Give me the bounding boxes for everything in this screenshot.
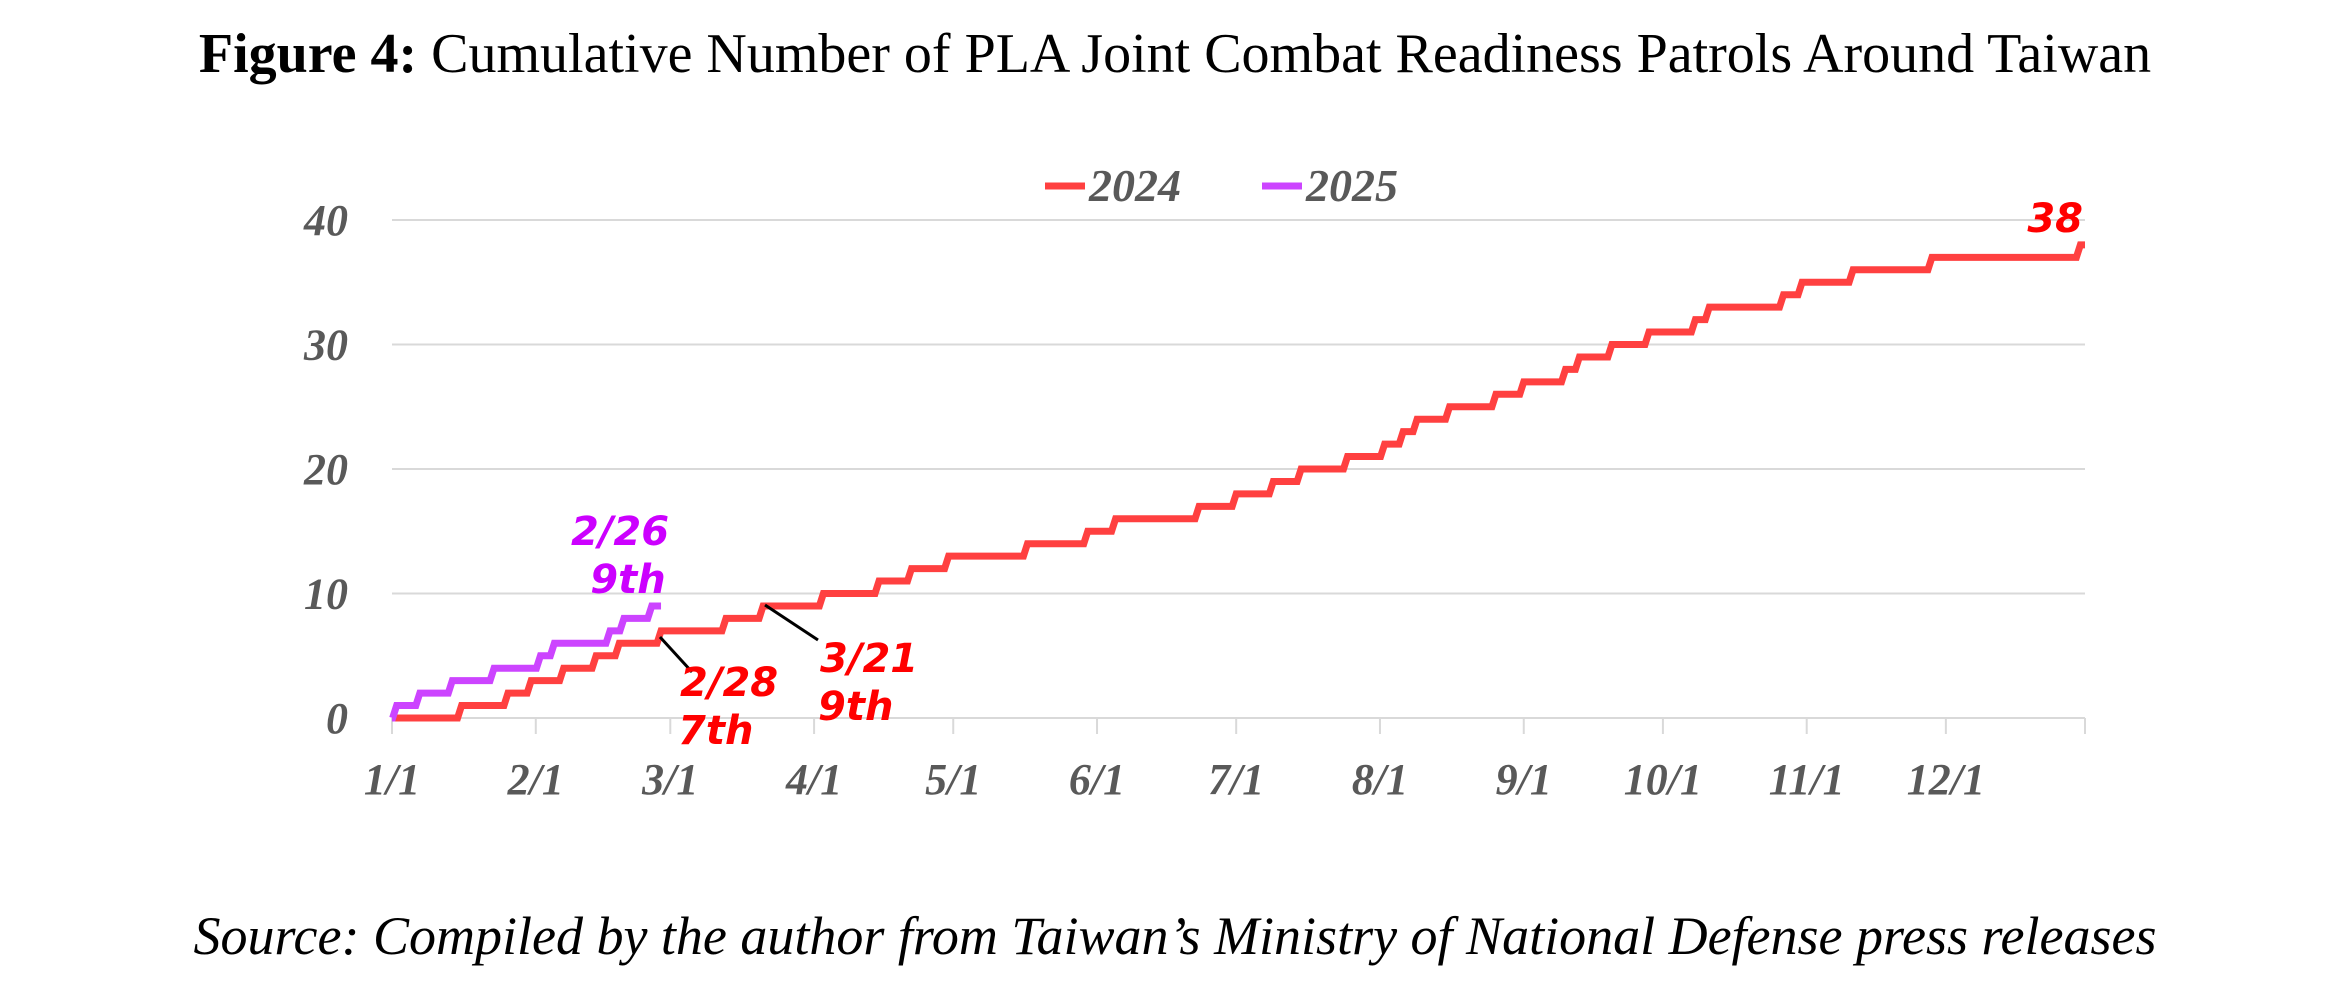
y-tick-label: 40 (303, 196, 348, 245)
annotation-label: 2/28 (680, 660, 778, 706)
annotation-leader (764, 603, 819, 642)
annotation-leader (658, 635, 694, 674)
legend: 2024 2025 (1045, 160, 1398, 211)
annotation-label: 9th (818, 684, 893, 730)
gridlines (392, 219, 2085, 719)
y-tick-label: 30 (303, 321, 348, 370)
legend-label-2025: 2025 (1305, 160, 1398, 211)
annotation-label: 38 (2027, 196, 2083, 242)
x-tick-label: 4/1 (785, 755, 842, 804)
x-axis: 1/1 2/1 3/1 4/1 5/1 6/1 7/1 8/1 9/1 10/1 11/1 12/1 (364, 718, 2086, 804)
x-tick-label: 3/1 (641, 755, 698, 804)
y-axis-ticks: 0 10 20 30 40 (303, 196, 348, 743)
series-line-2025 (389, 602, 662, 722)
figure-label: Figure 4: (198, 23, 418, 85)
annotation-label: 2/26 (571, 509, 669, 555)
x-tick-label: 8/1 (1352, 755, 1408, 804)
legend-label-2024: 2024 (1088, 160, 1181, 211)
annotation-label: 7th (678, 708, 753, 754)
annotation-label: 9th (590, 557, 665, 603)
x-tick-label: 6/1 (1069, 755, 1125, 804)
figure-source: Source: Compiled by the author from Taiw… (193, 906, 2157, 966)
x-tick-label: 1/1 (364, 755, 420, 804)
x-tick-label: 12/1 (1907, 755, 1985, 804)
series-line-2024 (392, 241, 2085, 722)
series-lines (389, 241, 2085, 722)
x-tick-label: 7/1 (1208, 755, 1264, 804)
y-tick-label: 0 (326, 694, 348, 743)
x-tick-label: 2/1 (507, 755, 564, 804)
figure-title-text: Cumulative Number of PLA Joint Combat Re… (431, 23, 2152, 85)
x-tick-label: 10/1 (1624, 755, 1702, 804)
figure-title: Figure 4: Cumulative Number of PLA Joint… (0, 22, 2350, 86)
y-tick-label: 10 (304, 570, 348, 619)
x-tick-label: 11/1 (1769, 755, 1845, 804)
y-tick-label: 20 (303, 445, 348, 494)
x-tick-label: 9/1 (1496, 755, 1552, 804)
x-tick-label: 5/1 (925, 755, 981, 804)
annotation-label: 3/21 (820, 636, 918, 682)
